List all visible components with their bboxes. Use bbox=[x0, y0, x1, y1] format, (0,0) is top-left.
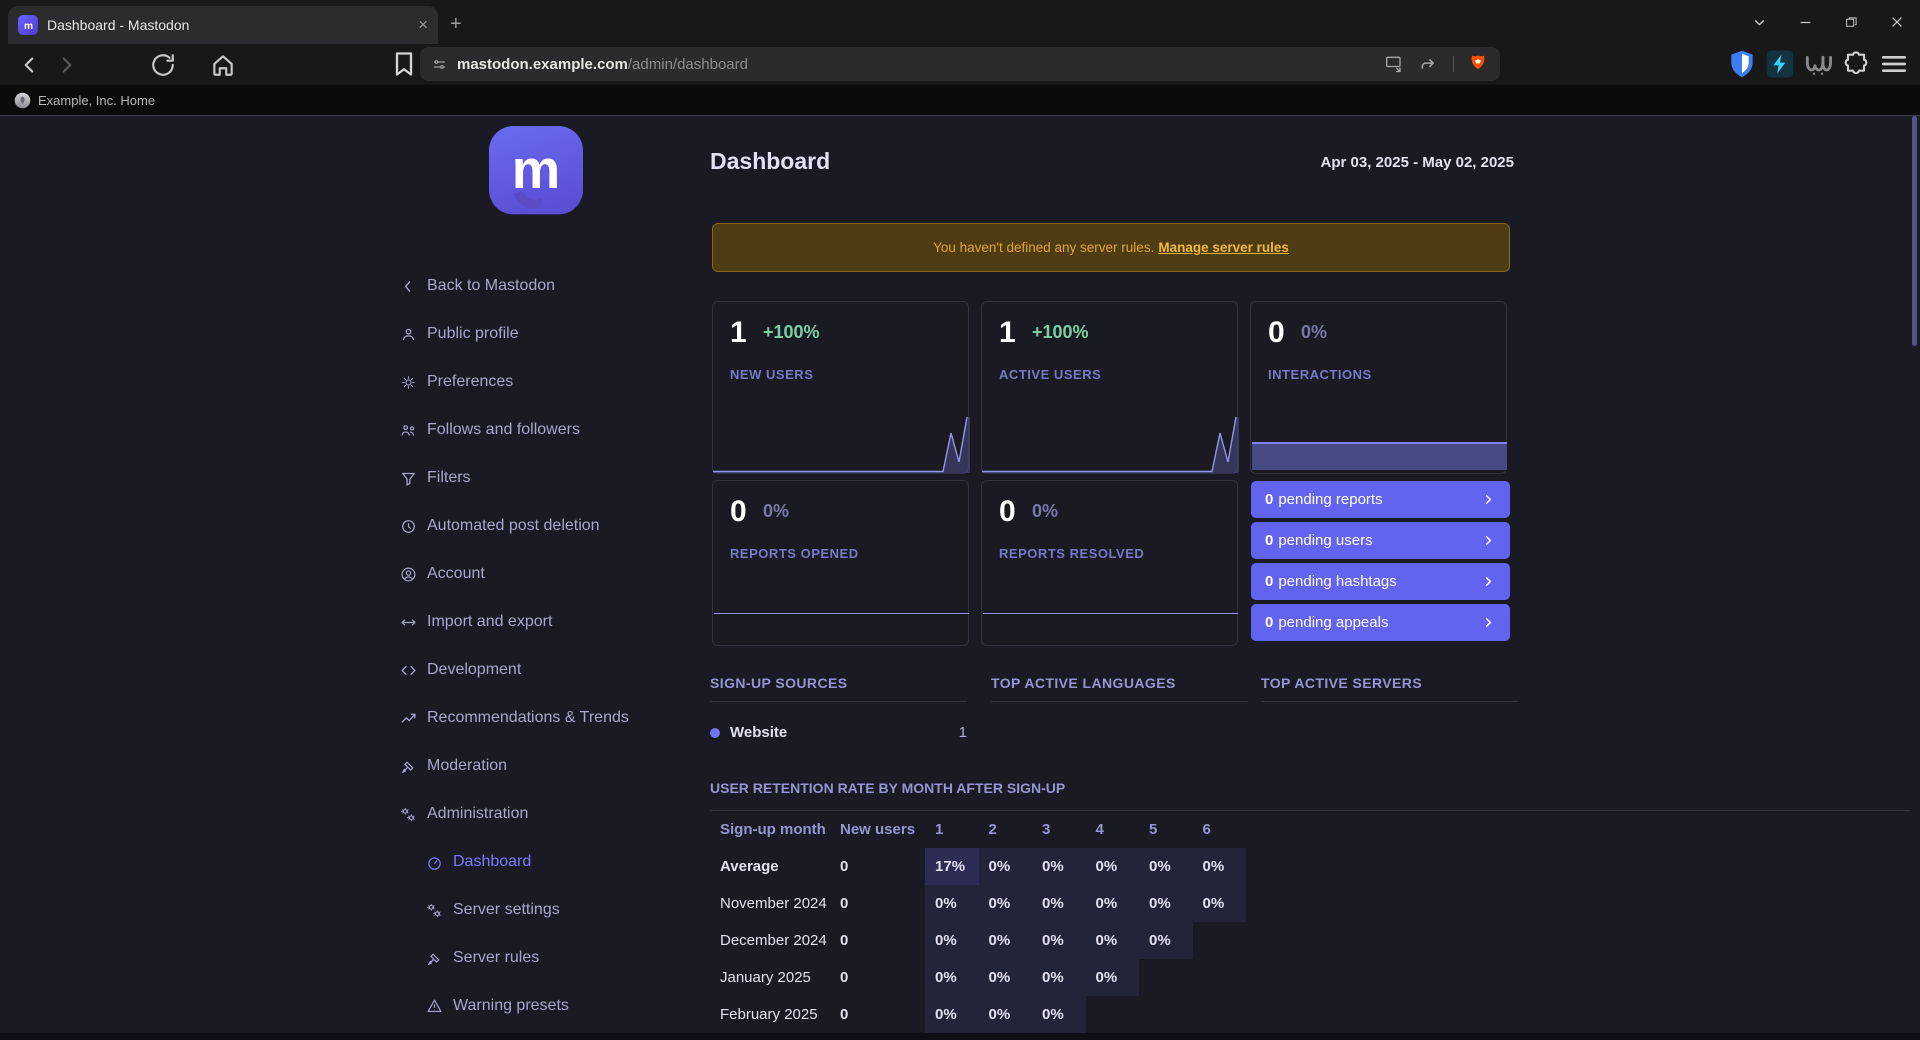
svg-text:m: m bbox=[512, 139, 560, 200]
svg-text:m: m bbox=[23, 21, 32, 32]
